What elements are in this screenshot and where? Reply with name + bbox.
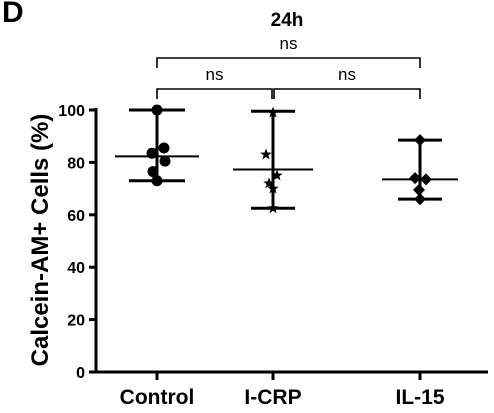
significance-label: ns	[338, 65, 356, 84]
data-point	[151, 175, 163, 187]
y-tick-label: 100	[58, 103, 85, 120]
significance-brackets: ns ns ns	[156, 34, 421, 99]
bracket-line	[156, 57, 421, 68]
data-point	[159, 155, 171, 167]
data-point	[263, 177, 275, 189]
data-point	[409, 172, 421, 185]
data-point	[260, 148, 272, 160]
bracket-line	[156, 88, 273, 99]
comparison-bracket: ns	[156, 65, 273, 99]
y-ticks: 0 20 40 60 80 100	[58, 103, 96, 382]
panel-label: D	[2, 0, 24, 29]
y-axis-label: Calcein-AM+ Cells (%)	[27, 114, 54, 367]
x-tick-label: I-CRP	[244, 386, 301, 409]
data-point	[420, 173, 432, 186]
group-i-crp	[233, 106, 313, 214]
data-point	[146, 147, 158, 159]
data-point	[267, 182, 279, 194]
y-tick-label: 80	[67, 155, 85, 172]
x-tick-label: IL-15	[395, 386, 444, 409]
data-point	[151, 104, 163, 116]
group-control	[115, 104, 199, 187]
data-point	[413, 183, 425, 196]
comparison-bracket: ns	[273, 65, 421, 99]
significance-label: ns	[280, 34, 298, 53]
x-ticks: Control I-CRP IL-15	[120, 372, 445, 409]
significance-label: ns	[206, 65, 224, 84]
y-tick-label: 0	[76, 365, 85, 382]
data-point	[267, 106, 279, 118]
data-point	[414, 134, 426, 147]
y-tick-label: 60	[67, 208, 85, 225]
data-point	[271, 169, 283, 181]
data-point	[147, 166, 159, 178]
data-point	[414, 193, 426, 206]
y-tick-label: 40	[67, 260, 85, 277]
x-tick-label: Control	[120, 386, 195, 409]
bracket-line	[273, 88, 421, 99]
comparison-bracket: ns	[156, 34, 421, 68]
chart-title: 24h	[271, 10, 304, 31]
axes	[94, 108, 488, 374]
group-il-15	[382, 134, 458, 206]
y-tick-label: 20	[67, 313, 85, 330]
data-point	[158, 142, 170, 154]
data-groups	[115, 104, 458, 214]
data-point	[267, 202, 279, 214]
